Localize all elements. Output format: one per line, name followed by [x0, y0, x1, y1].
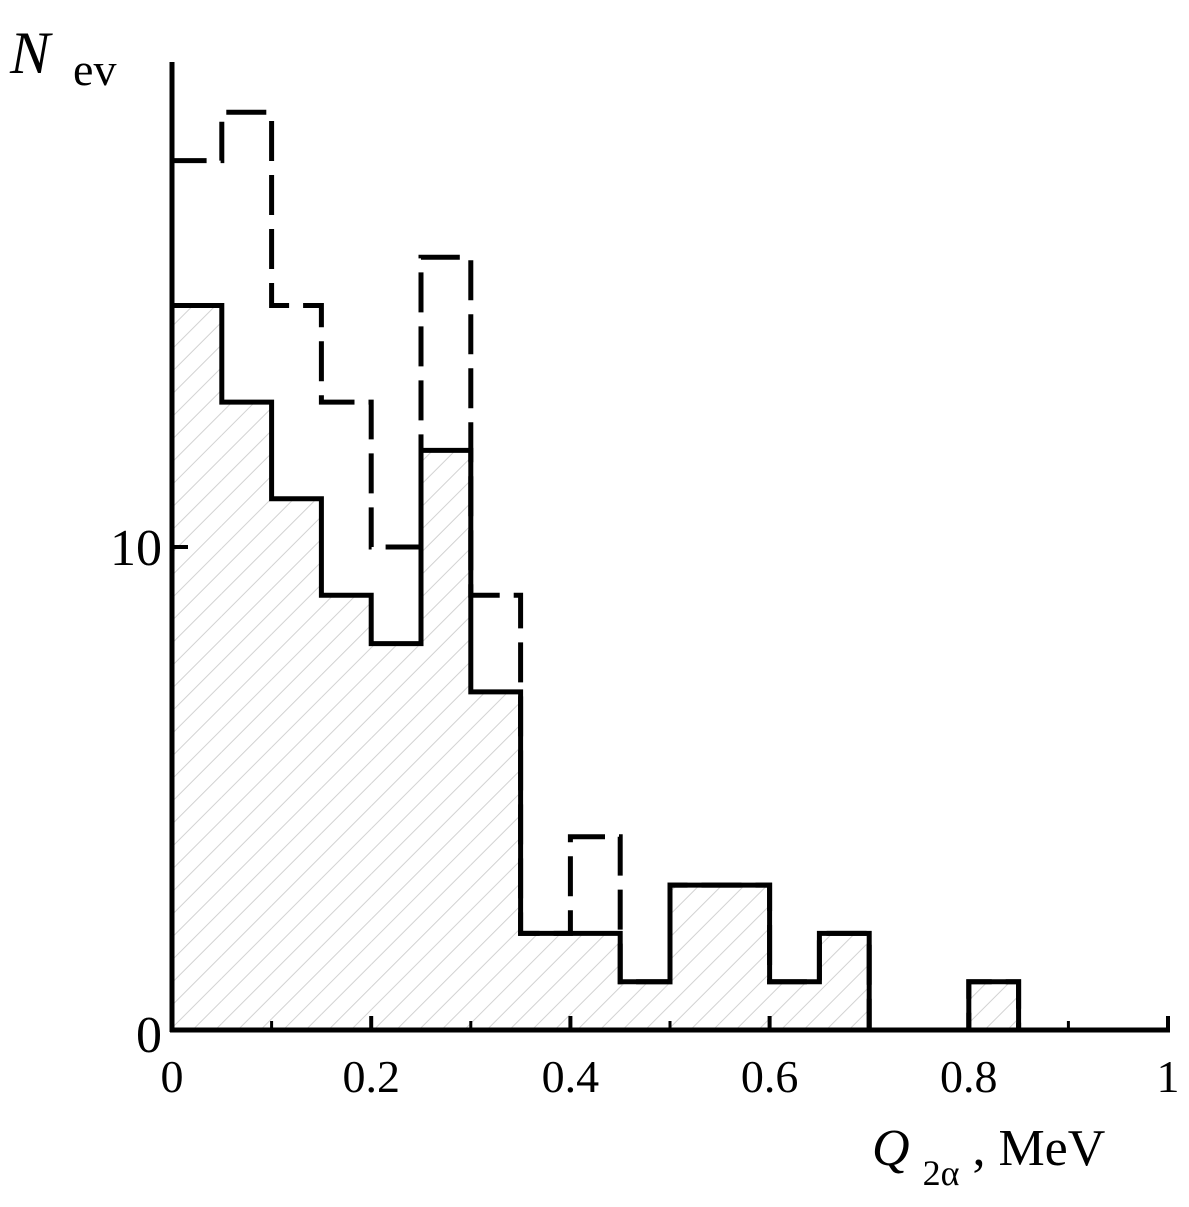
hatch-bin [371, 643, 421, 1030]
hatch-bin [620, 981, 670, 1030]
x-tick-label: 0.2 [342, 1051, 400, 1102]
x-tick-label: 0 [161, 1051, 184, 1102]
x-tick-label: 0.4 [542, 1051, 600, 1102]
y-tick-label: 10 [110, 520, 162, 577]
hatched-area-group [172, 305, 1019, 1031]
labels-group: N ev Q 2α , MeV [9, 20, 1105, 1197]
x-axis-label-sub: 2α [923, 1153, 960, 1193]
y-axis-label-main: N [9, 20, 53, 86]
x-tick-label: 1 [1157, 1051, 1180, 1102]
y-tick-label: 0 [136, 1007, 162, 1064]
hatch-bin [968, 981, 1019, 1030]
hatch-bin [819, 933, 870, 1030]
y-axis-label: N ev [9, 20, 116, 95]
hatch-bin [570, 933, 621, 1030]
x-tick-label: 0.6 [741, 1051, 799, 1102]
hatch-bin [221, 402, 272, 1031]
hatch-bin [271, 498, 322, 1030]
hatch-bin [321, 595, 372, 1030]
hatch-bin [172, 305, 222, 1030]
x-axis-label: Q 2α , MeV [872, 1120, 1105, 1197]
hatch-bin [719, 885, 770, 1030]
x-axis-label-main: Q [872, 1120, 910, 1177]
y-axis-label-sub: ev [73, 44, 116, 95]
hatch-bin [769, 981, 820, 1030]
hatch-bin [670, 885, 720, 1030]
x-axis-label-unit: , MeV [972, 1120, 1105, 1177]
x-tick-label: 0.8 [940, 1051, 998, 1102]
hatch-bin [421, 450, 471, 1030]
hatch-bin [470, 691, 521, 1030]
hatch-bin [520, 933, 571, 1030]
